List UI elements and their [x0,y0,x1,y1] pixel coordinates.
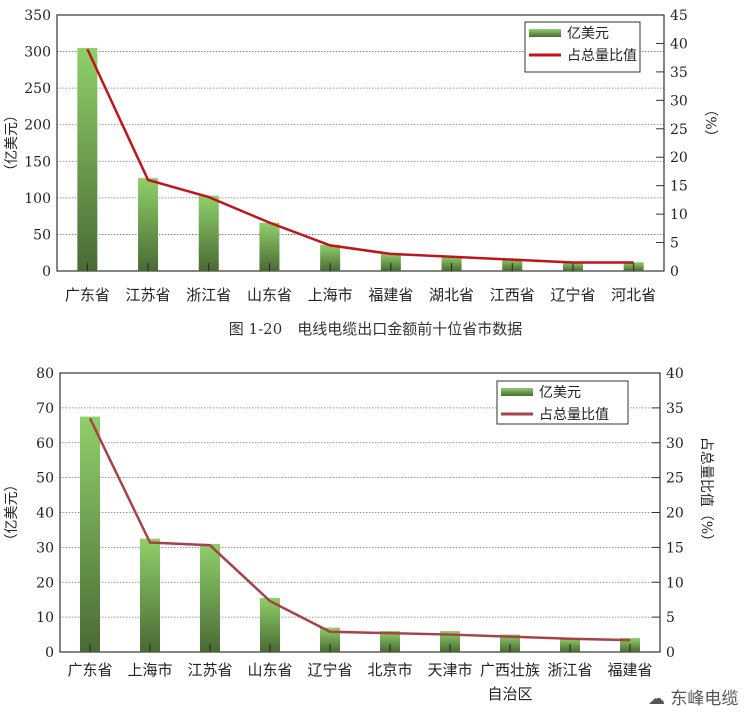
y-tick-label: 70 [36,401,54,417]
y-tick-label: 350 [24,8,51,24]
x-tick-label: 上海市 [308,286,353,304]
plot-frame [59,372,661,653]
x-tick-label: 江苏省 [187,661,232,679]
wechat-icon: ☁ [648,689,665,709]
line-series [88,417,631,642]
y-tick-label: 50 [33,227,51,243]
bar [500,634,520,652]
y2-tick-label: 40 [666,366,684,382]
x-tick-label: 河北省 [611,286,656,304]
bar [320,627,340,652]
legend-swatch-bar [529,29,561,37]
x-tick-label: 广西壮族 [480,661,540,679]
y-tick-label: 300 [24,45,51,61]
y-axis-label: （亿美元） [4,108,20,178]
y-tick-label: 10 [36,610,54,626]
legend-label: 占总量比值 [567,48,637,64]
bar [440,631,460,652]
y2-axis-label: （%） [702,102,718,143]
bar [380,631,400,652]
y2-tick-label: 5 [670,236,679,252]
x-tick-label: 上海市 [127,661,172,679]
watermark-text: 东峰电缆 [670,689,739,709]
x-tick-label: 山东省 [247,286,292,304]
bar [380,253,401,271]
y-axis-label: （亿美元） [4,478,20,548]
x-tick-label: 湖北省 [429,286,474,304]
y-tick-label: 30 [36,540,54,556]
y2-axis-label: 占总量比值（%） [698,437,714,548]
y2-tick-label: 0 [670,264,679,280]
y-tick-label: 80 [36,366,54,382]
x-tick-label: 广东省 [65,286,110,304]
y-tick-label: 100 [24,191,51,207]
x-tick-label: 福建省 [368,286,413,304]
bar [140,538,160,652]
y2-tick-label: 25 [670,122,688,138]
y2-tick-label: 40 [670,36,688,52]
plot-frame [56,14,665,272]
line-series [86,48,634,264]
y-tick-label: 0 [45,645,54,661]
legend-label: 亿美元 [539,385,581,401]
x-tick-label: 江苏省 [126,286,171,304]
bar [198,195,219,271]
y2-tick-label: 5 [666,610,675,626]
x-tick-label: 天津市 [427,661,472,679]
y-tick-label: 200 [24,118,51,134]
y2-tick-label: 0 [666,645,675,661]
bar [259,222,280,271]
y-tick-label: 0 [42,264,51,280]
x-tick-label: 北京市 [367,661,412,679]
y2-tick-label: 35 [666,401,684,417]
x-tick-label: 广东省 [67,661,112,679]
y2-tick-label: 10 [670,207,688,223]
bar [320,244,341,271]
legend-label: 占总量比值 [539,407,609,423]
y2-tick-label: 45 [670,8,688,24]
y2-tick-label: 20 [666,506,684,522]
y-tick-label: 150 [24,154,51,170]
bar [260,597,280,652]
x-tick-label: 江西省 [490,286,535,304]
y2-tick-label: 35 [670,65,688,81]
watermark: ☁ 东峰电缆 [648,689,738,709]
x-tick-label: 山东省 [247,661,292,679]
y2-tick-label: 30 [670,93,688,109]
y2-tick-label: 10 [666,575,684,591]
legend-label: 亿美元 [567,26,609,42]
x-tick-label: 浙江省 [186,286,231,304]
bar [200,543,220,652]
x-tick-label: 自治区 [487,685,532,703]
y2-tick-label: 30 [666,436,684,452]
x-tick-label: 福建省 [607,661,652,679]
x-tick-label: 辽宁省 [307,661,352,679]
y-tick-label: 40 [36,506,54,522]
x-tick-label: 辽宁省 [550,286,595,304]
y2-tick-label: 25 [666,471,684,487]
y-tick-label: 250 [24,81,51,97]
bar [138,178,159,271]
bar [77,47,98,271]
bar [80,416,100,652]
figure-caption: 图 1-20 电线电缆出口金额前十位省市数据 [228,320,523,338]
y2-tick-label: 15 [670,179,688,195]
y-tick-label: 20 [36,575,54,591]
y2-tick-label: 15 [666,540,684,556]
x-tick-label: 浙江省 [547,661,592,679]
legend-swatch-bar [501,388,533,396]
y-tick-label: 60 [36,436,54,452]
y2-tick-label: 20 [670,150,688,166]
y-tick-label: 50 [36,471,54,487]
